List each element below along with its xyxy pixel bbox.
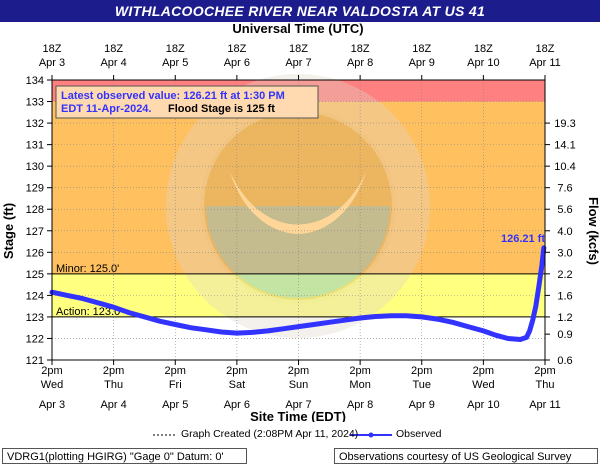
- top-tick-time: 18Z: [104, 43, 123, 55]
- y-tick-label: 131: [26, 140, 44, 152]
- legend-graph-created: Graph Created (2:08PM Apr 11, 2024): [181, 428, 359, 440]
- x-tick-day: Thu: [536, 379, 555, 391]
- x-tick-date: Apr 6: [224, 399, 250, 411]
- info-date: EDT 11-Apr-2024.: [61, 103, 151, 115]
- flow-tick-label: 10.4: [554, 161, 575, 173]
- x-tick-time: 2pm: [288, 365, 309, 377]
- flow-tick-label: 19.3: [554, 118, 575, 130]
- y-tick-label: 126: [26, 247, 44, 259]
- top-tick-time: 18Z: [166, 43, 185, 55]
- top-tick-date: Apr 7: [285, 57, 311, 69]
- flow-tick-label: 14.1: [554, 140, 575, 152]
- x-tick-time: 2pm: [411, 365, 432, 377]
- courtesy-text: Observations courtesy of US Geological S…: [339, 451, 572, 463]
- y-tick-label: 121: [26, 355, 44, 367]
- x-tick-day: Wed: [472, 379, 494, 391]
- x-tick-date: Apr 9: [409, 399, 435, 411]
- x-tick-date: Apr 4: [100, 399, 126, 411]
- x-tick-date: Apr 7: [285, 399, 311, 411]
- flow-tick-label: 2.2: [557, 269, 572, 281]
- top-tick-date: Apr 5: [162, 57, 188, 69]
- y-axis-label: Stage (ft): [1, 203, 16, 259]
- observed-legend-marker: [368, 432, 374, 438]
- top-tick-date: Apr 9: [409, 57, 435, 69]
- top-tick-date: Apr 10: [467, 57, 499, 69]
- y-tick-label: 130: [26, 161, 44, 173]
- top-tick-date: Apr 8: [347, 57, 373, 69]
- y-tick-label: 122: [26, 333, 44, 345]
- top-tick-time: 18Z: [536, 43, 555, 55]
- x-tick-day: Tue: [412, 379, 431, 391]
- top-tick-date: Apr 3: [39, 57, 65, 69]
- top-axis-label: Universal Time (UTC): [232, 22, 363, 36]
- top-tick-time: 18Z: [474, 43, 493, 55]
- courtesy-info: Observations courtesy of US Geological S…: [334, 448, 598, 464]
- info-flood-stage: Flood Stage is 125 ft: [168, 103, 275, 115]
- x-tick-time: 2pm: [349, 365, 370, 377]
- last-value-label: 126.21 ft: [501, 233, 545, 245]
- noaa-logo-watermark: [166, 74, 430, 338]
- datum-info: VDRG1(plotting HGIRG) "Gage 0" Datum: 0': [2, 448, 247, 464]
- flow-tick-label: 1.6: [557, 290, 572, 302]
- flow-tick-label: 5.6: [557, 204, 572, 216]
- x-tick-time: 2pm: [41, 365, 62, 377]
- info-box: Latest observed value: 126.21 ft at 1:30…: [55, 85, 319, 119]
- y-tick-label: 132: [26, 118, 44, 130]
- title-bar: WITHLACOOCHEE RIVER NEAR VALDOSTA AT US …: [0, 0, 600, 22]
- x-tick-date: Apr 3: [39, 399, 65, 411]
- top-tick-date: Apr 11: [529, 57, 561, 69]
- x-tick-date: Apr 11: [529, 399, 561, 411]
- x-tick-date: Apr 5: [162, 399, 188, 411]
- top-tick-date: Apr 4: [100, 57, 126, 69]
- observed-line: [49, 245, 547, 342]
- y-tick-label: 134: [26, 75, 44, 87]
- x-tick-time: 2pm: [534, 365, 555, 377]
- x-tick-day: Sun: [289, 379, 309, 391]
- threshold-label: Action: 123.0': [56, 306, 122, 318]
- flow-tick-label: 4.0: [557, 226, 572, 238]
- x-tick-day: Mon: [349, 379, 370, 391]
- flow-tick-label: 1.2: [557, 312, 572, 324]
- observed-series: [49, 245, 547, 342]
- x-tick-time: 2pm: [473, 365, 494, 377]
- y-tick-label: 127: [26, 226, 44, 238]
- y-tick-label: 133: [26, 97, 44, 109]
- threshold-lines: Minor: 125.0' Action: 123.0': [52, 263, 545, 318]
- x-tick-day: Thu: [104, 379, 123, 391]
- legend-observed: Observed: [396, 428, 442, 440]
- x-tick-date: Apr 10: [467, 399, 499, 411]
- y-tick-label: 123: [26, 312, 44, 324]
- y-tick-label: 124: [26, 290, 44, 302]
- x-tick-time: 2pm: [226, 365, 247, 377]
- threshold-label: Minor: 125.0': [56, 263, 119, 275]
- top-tick-date: Apr 6: [224, 57, 250, 69]
- x-tick-day: Wed: [41, 379, 63, 391]
- x-tick-time: 2pm: [103, 365, 124, 377]
- x-axis-label: Site Time (EDT): [250, 409, 346, 422]
- datum-text: VDRG1(plotting HGIRG) "Gage 0" Datum: 0': [7, 451, 224, 463]
- top-tick-time: 18Z: [43, 43, 62, 55]
- legend: Graph Created (2:08PM Apr 11, 2024) Obse…: [0, 427, 600, 443]
- info-latest-value: Latest observed value: 126.21 ft at 1:30…: [61, 90, 285, 102]
- hydrograph-chart: Minor: 125.0' Action: 123.0' 121 122 123 124…: [1, 22, 600, 422]
- x-tick-date: Apr 8: [347, 399, 373, 411]
- top-tick-time: 18Z: [412, 43, 431, 55]
- axes: 121 122 123 124 125 126 127 128 129 130 131 132 133 1…: [26, 43, 576, 411]
- y-tick-label: 129: [26, 183, 44, 195]
- chart-title: WITHLACOOCHEE RIVER NEAR VALDOSTA AT US …: [114, 3, 486, 19]
- top-tick-time: 18Z: [289, 43, 308, 55]
- flow-tick-label: 0.9: [557, 329, 572, 341]
- flow-tick-label: 0.6: [557, 355, 572, 367]
- x-tick-day: Fri: [169, 379, 182, 391]
- top-tick-time: 18Z: [227, 43, 246, 55]
- flow-tick-label: 7.6: [557, 183, 572, 195]
- x-tick-day: Sat: [229, 379, 246, 391]
- flow-tick-label: 3.0: [557, 247, 572, 259]
- y2-axis-label: Flow (kcfs): [586, 197, 600, 265]
- x-tick-time: 2pm: [165, 365, 186, 377]
- y-tick-label: 128: [26, 204, 44, 216]
- y-tick-label: 125: [26, 269, 44, 281]
- top-tick-time: 18Z: [351, 43, 370, 55]
